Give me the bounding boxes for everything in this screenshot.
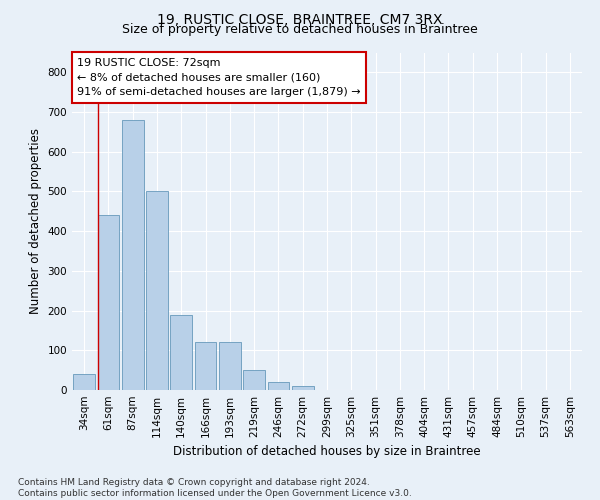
Bar bbox=[268, 382, 289, 390]
Bar bbox=[243, 370, 265, 390]
Text: 19, RUSTIC CLOSE, BRAINTREE, CM7 3RX: 19, RUSTIC CLOSE, BRAINTREE, CM7 3RX bbox=[157, 12, 443, 26]
Bar bbox=[73, 374, 95, 390]
Y-axis label: Number of detached properties: Number of detached properties bbox=[29, 128, 42, 314]
Bar bbox=[219, 342, 241, 390]
Text: 19 RUSTIC CLOSE: 72sqm
← 8% of detached houses are smaller (160)
91% of semi-det: 19 RUSTIC CLOSE: 72sqm ← 8% of detached … bbox=[77, 58, 361, 97]
Text: Size of property relative to detached houses in Braintree: Size of property relative to detached ho… bbox=[122, 22, 478, 36]
Bar bbox=[122, 120, 143, 390]
Bar bbox=[194, 342, 217, 390]
Bar bbox=[292, 386, 314, 390]
X-axis label: Distribution of detached houses by size in Braintree: Distribution of detached houses by size … bbox=[173, 446, 481, 458]
Text: Contains HM Land Registry data © Crown copyright and database right 2024.
Contai: Contains HM Land Registry data © Crown c… bbox=[18, 478, 412, 498]
Bar bbox=[97, 216, 119, 390]
Bar bbox=[146, 192, 168, 390]
Bar bbox=[170, 314, 192, 390]
